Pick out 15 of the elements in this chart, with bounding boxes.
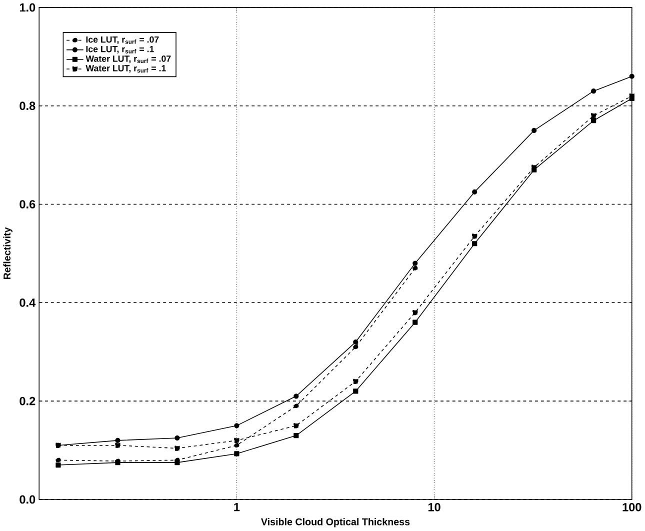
legend-label: Ice LUT, r$_{surf}$ = .07 (86, 36, 159, 44)
y-tick-label: 0.8 (20, 102, 36, 110)
x-axis-title: Visible Cloud Optical Thickness (261, 518, 410, 528)
y-axis-title: Reflectivity (3, 228, 12, 280)
y-tick-label: 0.2 (20, 397, 36, 406)
x-tick-label: 10 (428, 503, 440, 512)
x-tick-label: 100 (622, 503, 642, 512)
legend-label: Water LUT, r$_{surf}$ = .07 (86, 56, 171, 64)
x-tick-label: 1 (234, 503, 240, 512)
legend-label: Water LUT, r$_{surf}$ = .1 (86, 65, 166, 73)
y-tick-label: 0.6 (20, 200, 36, 209)
y-tick-label: 0.4 (20, 298, 36, 308)
legend-label: Ice LUT, r$_{surf}$ = .1 (86, 46, 154, 54)
y-tick-label: 0.0 (20, 496, 36, 504)
y-tick-label: 1.0 (20, 4, 36, 12)
